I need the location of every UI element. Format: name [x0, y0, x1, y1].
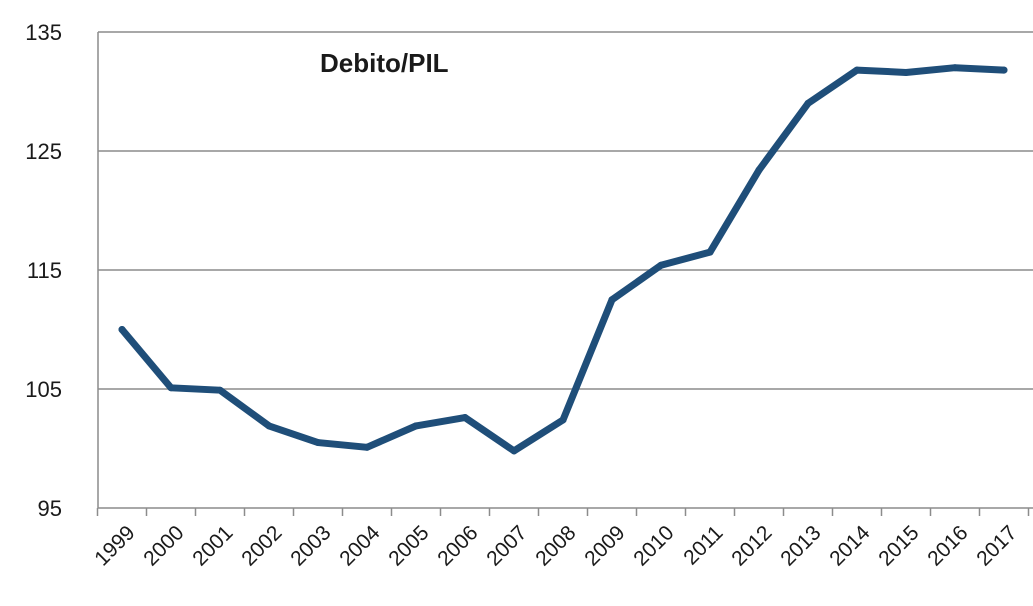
data-point: [804, 99, 812, 107]
y-tick-label: 125: [25, 139, 62, 164]
x-tick-label: 1999: [90, 521, 139, 570]
x-tick-label: 2016: [923, 521, 972, 570]
x-tick-label: 2012: [727, 521, 776, 570]
x-tick-label: 2005: [384, 521, 433, 570]
data-point: [510, 447, 518, 455]
data-point: [657, 261, 665, 269]
series-line: [118, 64, 1008, 455]
y-tick-label: 135: [25, 20, 62, 45]
x-tick-label: 2002: [237, 521, 286, 570]
data-point: [216, 386, 224, 394]
data-point: [265, 422, 273, 430]
data-point: [608, 296, 616, 304]
x-tick-label: 2014: [825, 521, 875, 571]
x-tick-label: 2006: [433, 521, 482, 570]
axes: [96, 32, 1033, 516]
x-tick-label: 2004: [335, 521, 385, 571]
y-tick-labels: 95 105 115 125 135: [25, 20, 62, 521]
data-point: [314, 439, 322, 447]
x-tick-label: 2008: [531, 521, 580, 570]
data-point: [853, 66, 861, 74]
x-tick-label: 2017: [972, 521, 1021, 570]
data-point: [951, 64, 959, 72]
x-tick-labels: 1999 2000 2001 2002 2003 2004 2005 2006 2007 2008…: [90, 521, 1021, 571]
data-point: [461, 414, 469, 422]
x-tick-label: 2009: [580, 521, 629, 570]
y-tick-label: 95: [38, 496, 62, 521]
data-point: [706, 248, 714, 256]
data-point: [755, 166, 763, 174]
data-point: [1000, 66, 1008, 74]
chart-title: Debito/PIL: [320, 48, 449, 78]
x-tick-label: 2007: [482, 521, 531, 570]
x-tick-label: 2015: [874, 521, 923, 570]
data-point: [902, 68, 910, 76]
x-tick-label: 2013: [776, 521, 825, 570]
x-tick-label: 2000: [139, 521, 188, 570]
x-tick-label: 2001: [188, 521, 237, 570]
data-point: [167, 384, 175, 392]
gridlines: [98, 31, 1033, 390]
data-point: [559, 416, 567, 424]
series-lines: [118, 64, 1008, 455]
x-tick-label: 2010: [629, 521, 678, 570]
data-point: [363, 443, 371, 451]
x-tick-label: 2003: [286, 521, 335, 570]
y-tick-label: 115: [27, 258, 62, 283]
y-tick-label: 105: [25, 377, 62, 402]
data-point: [412, 422, 420, 430]
x-tick-label: 2011: [679, 521, 727, 569]
data-point: [118, 326, 126, 333]
